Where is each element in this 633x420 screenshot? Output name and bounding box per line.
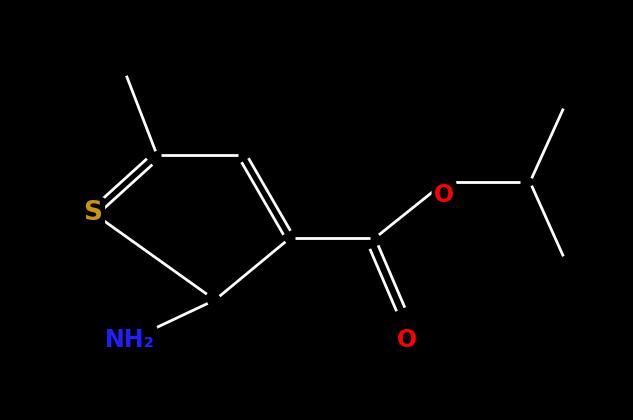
Text: O: O — [434, 183, 454, 207]
Text: S: S — [84, 200, 103, 226]
Text: NH₂: NH₂ — [105, 328, 155, 352]
Text: O: O — [397, 328, 417, 352]
